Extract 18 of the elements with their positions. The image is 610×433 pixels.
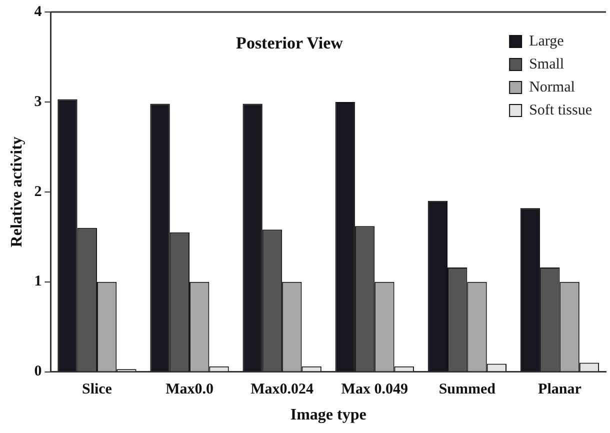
x-tick-label: Max0.024 bbox=[250, 382, 314, 398]
text: Posterior View bbox=[236, 33, 344, 52]
y-tick-label: 0 bbox=[34, 364, 42, 380]
y-axis-title: Relative activity bbox=[8, 136, 26, 248]
x-tick-label: Slice bbox=[82, 382, 112, 398]
y-tick-label: 3 bbox=[34, 94, 42, 110]
x-axis-title: Image type bbox=[290, 406, 366, 424]
y-tick-label: 1 bbox=[34, 274, 42, 290]
legend-label: Small bbox=[529, 56, 564, 72]
legend-label: Soft tissue bbox=[529, 102, 592, 118]
legend-label: Large bbox=[529, 33, 564, 50]
x-tick-label: Max 0.049 bbox=[341, 382, 408, 398]
x-tick-label: Max0.0 bbox=[166, 382, 214, 398]
x-tick-label: Summed bbox=[438, 382, 496, 398]
y-tick-label: 4 bbox=[34, 4, 42, 20]
legend-label: Normal bbox=[529, 79, 575, 96]
y-tick-label: 2 bbox=[34, 184, 42, 200]
x-tick-label: Planar bbox=[538, 382, 582, 398]
